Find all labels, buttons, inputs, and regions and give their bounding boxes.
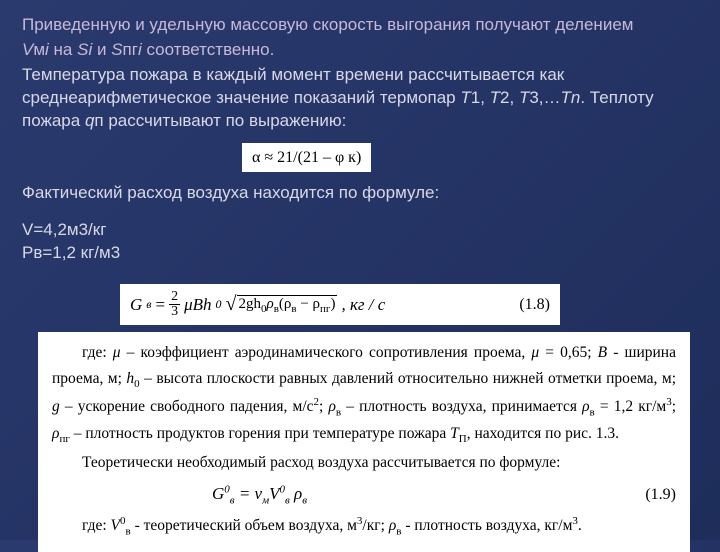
var-tn: Тn	[561, 88, 581, 107]
eq18-frac-den: 3	[169, 305, 180, 319]
equation-1-8: Gв = 2 3 μBh0 √ 2gh0ρв(ρв − ρпг) , кг / …	[120, 284, 560, 325]
eq19-number: (1.9)	[645, 482, 676, 508]
eq18-Gv: в	[146, 297, 151, 312]
e19-f: V	[269, 484, 279, 503]
ex-tp: Т	[450, 425, 459, 442]
ft-b: - теоретический объем воздуха, м	[131, 517, 357, 534]
slide-body: Приведенную и удельную массовую скорость…	[0, 0, 720, 279]
ex-a: где:	[82, 344, 113, 361]
values-block: V=4,2м3/кг Рв=1,2 кг/м3	[22, 219, 698, 265]
ft-c: /кг;	[362, 517, 388, 534]
sq-i: )	[330, 296, 335, 312]
var-vmi-m: м	[33, 40, 45, 59]
var-si: Si	[77, 40, 92, 59]
ex-h2: ;	[672, 398, 676, 415]
ex-rhopg: пг	[59, 433, 69, 445]
explain-p3: Теоретически необходимый расход воздуха …	[52, 450, 676, 476]
ex-i: – плотность продуктов горения при темпер…	[70, 425, 450, 442]
eq18-eq: =	[156, 295, 166, 315]
alpha-formula: α ≈ 21/(21 – φ к)	[242, 143, 371, 173]
ex-mu: μ	[113, 344, 121, 361]
sqrt-sign-icon: √	[226, 293, 237, 316]
ex-hc: – высота плоскости равных давлений относ…	[140, 370, 676, 387]
sq-g: − ρ	[297, 296, 320, 312]
var-t2: Т	[490, 88, 500, 107]
eq18-sqrt-body: 2gh0ρв(ρв − ρпг)	[237, 295, 338, 315]
txt-i: и	[92, 40, 111, 59]
ft-v: V	[111, 517, 120, 534]
eq19-body: G0в = νмV0в ρв	[212, 480, 307, 510]
var-t1: Т	[460, 88, 470, 107]
ex-g: g	[52, 398, 60, 415]
e19-d: = ν	[235, 484, 263, 503]
txt-na: на	[49, 40, 77, 59]
ft-a: где:	[82, 517, 111, 534]
ex-mu2: μ	[531, 344, 539, 361]
ex-f: – плотность воздуха, принимается	[341, 398, 582, 415]
ex-b: – коэффициент аэродинамического сопротив…	[121, 344, 532, 361]
value-v: V=4,2м3/кг	[22, 219, 698, 242]
txt-1: 1,	[471, 88, 490, 107]
txt-end: соответственно.	[142, 40, 275, 59]
var-spg-pg: пг	[123, 40, 138, 59]
var-t3: Т	[519, 88, 529, 107]
sq-e: (ρ	[279, 296, 291, 312]
e19-j: в	[302, 494, 307, 506]
equation-1-9: G0в = νмV0в ρв (1.9)	[52, 478, 676, 512]
ex-h: h	[126, 370, 134, 387]
sq-a: 2gh	[239, 296, 262, 312]
explain-p1: где: μ – коэффициент аэродинамического с…	[52, 340, 676, 448]
explain-foot: где: V0в - теоретический объем воздуха, …	[52, 512, 676, 540]
ex-B: В	[598, 344, 607, 361]
eq18-G: G	[130, 295, 142, 315]
value-p: Рв=1,2 кг/м3	[22, 242, 698, 265]
ex-gd: – ускорение свободного падения, м/с	[60, 398, 314, 415]
intro-line-3: Температура пожара в каждый момент време…	[22, 64, 698, 133]
ex-rho: ρ	[328, 398, 335, 415]
ex-rho2: ρ	[582, 398, 589, 415]
sq-h: пг	[320, 303, 330, 315]
eq18-sqrt: √ 2gh0ρв(ρв − ρпг)	[226, 293, 338, 316]
explanation-block: где: μ – коэффициент аэродинамического с…	[38, 332, 690, 552]
ex-g2: = 1,2 кг/м	[595, 398, 666, 415]
eq18-body: Gв = 2 3 μBh0 √ 2gh0ρв(ρв − ρпг) , кг / …	[130, 290, 385, 319]
var-spg-s: S	[111, 40, 122, 59]
txt-3: 3,…	[529, 88, 560, 107]
var-vmi-v: V	[22, 40, 33, 59]
e19-i: ρ	[290, 484, 302, 503]
ex-c: = 0,65;	[539, 344, 591, 361]
eq18-frac-num: 2	[169, 290, 180, 305]
txt-qp: п рассчитывают по выражению:	[94, 111, 346, 130]
eq18-mubh: μBh	[184, 295, 211, 315]
eq18-number: (1.8)	[519, 296, 550, 314]
var-q: q	[85, 111, 94, 130]
txt-2: 2,	[500, 88, 519, 107]
intro-line-2: Vмi на Si и Sпгi соответственно.	[22, 39, 698, 62]
eq18-frac: 2 3	[169, 290, 180, 319]
intro-line-1: Приведенную и удельную массовую скорость…	[22, 14, 698, 37]
sq-c: ρ	[267, 296, 274, 312]
eq18-tail: , кг / с	[341, 295, 385, 315]
eq18-h0: 0	[216, 297, 222, 312]
ft-d: - плотность воздуха, кг/м	[401, 517, 572, 534]
e19-a: G	[212, 484, 224, 503]
ex-j: , находится по рис. 1.3.	[467, 425, 619, 442]
fact-line: Фактический расход воздуха находится по …	[22, 182, 698, 205]
ex-tps: П	[459, 433, 467, 445]
ft-e: .	[578, 517, 582, 534]
